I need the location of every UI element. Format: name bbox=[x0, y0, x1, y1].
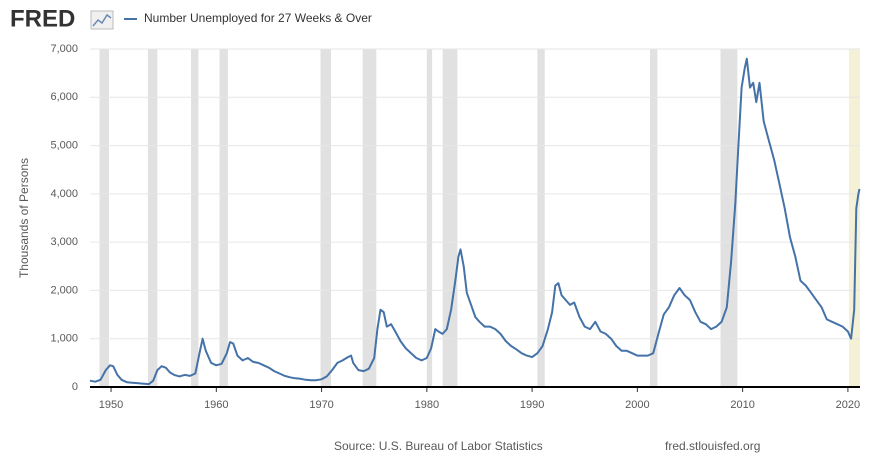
y-tick-label: 4,000 bbox=[50, 188, 78, 200]
series-line bbox=[89, 57, 861, 386]
recession-band bbox=[720, 49, 738, 387]
x-tick-label: 2000 bbox=[625, 399, 649, 411]
x-tick-label: 2020 bbox=[836, 399, 860, 411]
x-tick-label: 1960 bbox=[204, 399, 228, 411]
recession-band bbox=[650, 49, 658, 387]
recession-band bbox=[537, 49, 545, 387]
logo-icon bbox=[90, 10, 114, 30]
logo: FRED bbox=[10, 5, 75, 32]
y-tick-label: 6,000 bbox=[50, 91, 78, 103]
x-tick-label: 1980 bbox=[415, 399, 439, 411]
y-tick-label: 7,000 bbox=[50, 43, 78, 55]
x-tick-label: 1950 bbox=[99, 399, 123, 411]
recession-band bbox=[442, 49, 458, 387]
recession-band bbox=[848, 49, 860, 387]
y-tick-label: 1,000 bbox=[50, 333, 78, 345]
recession-band bbox=[191, 49, 199, 387]
recession-band bbox=[426, 49, 433, 387]
y-tick-label: 3,000 bbox=[50, 236, 78, 248]
recession-band bbox=[320, 49, 332, 387]
y-axis-label: Thousands of Persons bbox=[17, 158, 31, 278]
x-tick-label: 2010 bbox=[730, 399, 754, 411]
y-tick-label: 0 bbox=[72, 381, 78, 393]
y-tick-label: 5,000 bbox=[50, 139, 78, 151]
recession-band bbox=[362, 49, 377, 387]
y-tick-label: 2,000 bbox=[50, 284, 78, 296]
recession-band bbox=[219, 49, 228, 387]
recession-band bbox=[147, 49, 158, 387]
x-tick-label: 1990 bbox=[520, 399, 544, 411]
site: fred.stlouisfed.org bbox=[665, 439, 760, 453]
x-tick-label: 1970 bbox=[309, 399, 333, 411]
source: Source: U.S. Bureau of Labor Statistics bbox=[334, 439, 543, 453]
recession-band bbox=[99, 49, 109, 387]
legend-label: Number Unemployed for 27 Weeks & Over bbox=[144, 11, 372, 25]
